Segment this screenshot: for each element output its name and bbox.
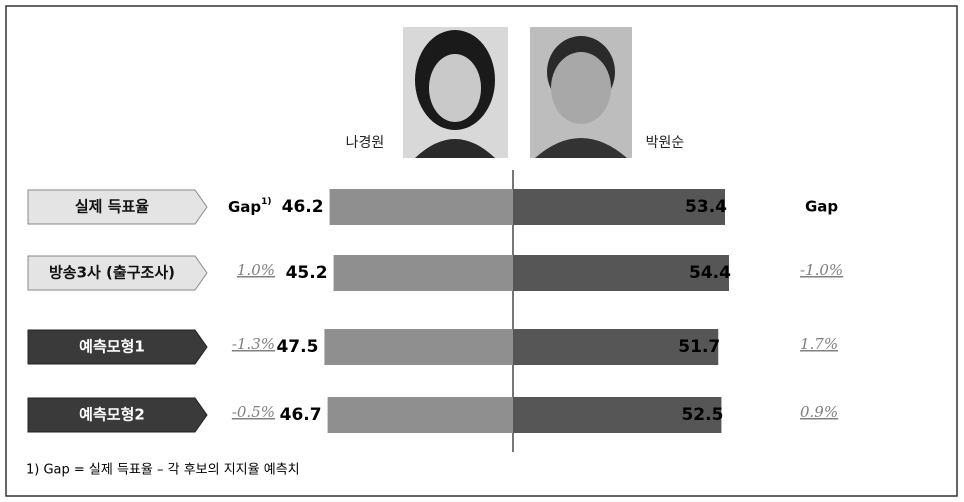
value-label: 54.4 <box>689 263 731 283</box>
value-label: 52.5 <box>681 405 723 425</box>
value-label: 45.2 <box>286 263 328 283</box>
value-label: 47.5 <box>276 337 318 357</box>
gap-header-text: Gap <box>228 198 261 216</box>
bar <box>330 189 513 225</box>
photo-right <box>530 27 632 158</box>
gap-label: 1.7% <box>800 335 838 353</box>
category-label: 예측모형2 <box>79 406 145 424</box>
gap-label: -0.5% <box>232 403 275 421</box>
legend-right: 박원순 <box>646 135 685 151</box>
gap-header-right: Gap <box>805 198 838 216</box>
legend-left: 나경원 <box>346 135 385 151</box>
bar <box>324 329 513 365</box>
value-label: 53.4 <box>685 197 727 217</box>
gap-header: Gap1) <box>228 197 272 216</box>
gap-label: -1.0% <box>800 261 843 279</box>
value-label: 46.7 <box>280 405 322 425</box>
category-label: 방송3사 (출구조사) <box>49 264 175 282</box>
bar <box>328 397 513 433</box>
photo-left <box>403 27 508 158</box>
gap-label: 1.0% <box>237 261 275 279</box>
value-label: 51.7 <box>678 337 720 357</box>
gap-header-mark: 1) <box>261 197 271 207</box>
gap-label: 0.9% <box>800 403 838 421</box>
gap-label: -1.3% <box>232 335 275 353</box>
footnote: 1) Gap = 실제 득표율 – 각 후보의 지지율 예측치 <box>26 463 300 478</box>
category-label: 예측모형1 <box>79 338 145 356</box>
bar <box>334 255 513 291</box>
value-label: 46.2 <box>282 197 324 217</box>
chart: 나경원 박원순 Gap1) Gap 1) Gap = 실제 득표율 – 각 후보… <box>0 0 964 502</box>
category-label: 실제 득표율 <box>75 198 149 216</box>
